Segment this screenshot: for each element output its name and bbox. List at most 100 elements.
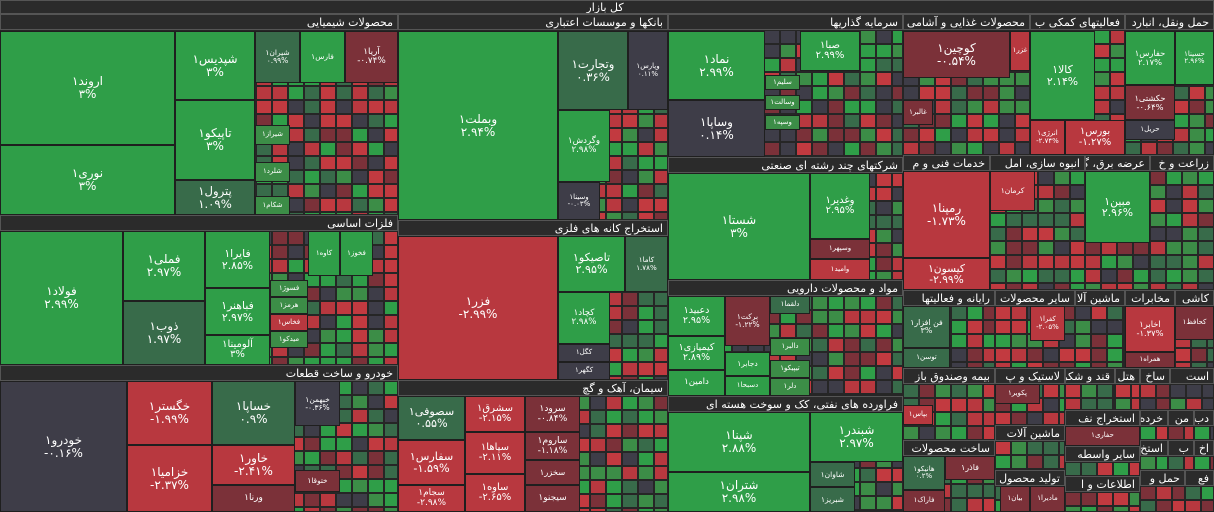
minor-tile [828, 352, 844, 366]
stock-tile: کیسون۱ -۲.۹۹% [903, 258, 990, 290]
stock-change: -۲.۰۵% [1036, 322, 1059, 331]
stock-label: بیان۱ [1007, 494, 1023, 503]
minor-tile [1194, 426, 1210, 440]
minor-tile [384, 423, 398, 437]
stock-tile: فایرا۱ ۲.۸۵% [205, 231, 270, 288]
stock-tile: وسپه۱ [765, 115, 800, 130]
minor-tile [384, 114, 398, 128]
stock-tile: هانیکو۱ ۰.۲% [903, 456, 945, 490]
stock-tile: کاما۱ ۱.۷۸% [625, 236, 668, 292]
minor-tile [384, 198, 398, 212]
minor-tile [1140, 456, 1156, 470]
minor-tile [983, 498, 995, 512]
minor-tile [304, 114, 320, 128]
stock-label: شیراز۱ [262, 130, 283, 139]
minor-tile [1210, 426, 1214, 440]
minor-tile [606, 466, 622, 480]
minor-tile [272, 100, 288, 114]
minor-tile [384, 465, 398, 479]
stock-change: -۰.۰۳% [567, 200, 591, 208]
minor-tile [320, 507, 336, 512]
minor-tile [1091, 306, 1107, 320]
sector-header: استخراج نف [1065, 410, 1140, 426]
minor-tile [654, 508, 668, 512]
minor-tile [1015, 142, 1030, 155]
minor-tile [336, 114, 352, 128]
minor-tile [983, 142, 999, 155]
stock-change: -۱.۲۲% [735, 320, 760, 329]
minor-tile [352, 395, 368, 409]
minor-tile [320, 212, 336, 215]
minor-tile [860, 296, 876, 310]
minor-tile [1075, 348, 1091, 362]
minor-tile [1027, 348, 1043, 362]
stock-tile: پکویر۱ [995, 384, 1040, 404]
minor-tile [1198, 269, 1214, 283]
minor-tile [654, 292, 668, 306]
minor-tile [860, 142, 876, 156]
minor-tile [951, 398, 967, 412]
sector-header: بانکها و موسسات اعتباری [398, 14, 668, 30]
minor-tile [304, 128, 320, 142]
minor-tile [320, 86, 336, 100]
minor-tile [638, 114, 654, 128]
minor-tile [654, 306, 668, 320]
stock-tile: میدکو۱ [270, 331, 308, 348]
minor-tile [951, 484, 967, 498]
stock-label: ذوب۱ [149, 319, 179, 334]
stock-label: شلرد۱ [263, 167, 282, 176]
minor-tile [1011, 320, 1027, 334]
minor-tile [1011, 306, 1027, 320]
stock-change: -۱.۷۳% [927, 213, 966, 228]
minor-tile [1131, 384, 1140, 398]
minor-tile [967, 498, 983, 512]
minor-tile [1085, 255, 1101, 269]
minor-tile [1182, 199, 1198, 213]
minor-tile [860, 128, 876, 142]
minor-tile [368, 156, 384, 170]
stock-label: فسوژ۱ [278, 283, 300, 292]
minor-tile [903, 426, 919, 440]
minor-tile [1065, 492, 1081, 506]
minor-tile [860, 72, 876, 86]
minor-tile [1207, 348, 1214, 362]
sector-header: اخ [1194, 440, 1214, 456]
minor-tile [1054, 213, 1070, 227]
stock-tile: کیمیازی۱ ۲.۸۹% [668, 336, 725, 370]
stock-label: دلقما۱ [780, 300, 800, 309]
minor-tile [1184, 456, 1194, 470]
minor-tile [951, 384, 967, 398]
minor-tile [812, 338, 828, 352]
minor-tile [272, 231, 288, 245]
minor-tile [336, 86, 352, 100]
minor-tile [1054, 171, 1070, 185]
minor-tile [1054, 199, 1070, 213]
minor-tile [1094, 100, 1110, 114]
minor-tile [1198, 283, 1214, 290]
stock-change: ۰.۱۴% [699, 127, 734, 142]
minor-tile [384, 212, 398, 215]
minor-tile [983, 306, 995, 320]
minor-tile [336, 451, 352, 465]
minor-tile [1054, 283, 1070, 290]
minor-tile [860, 496, 876, 510]
stock-tile: ذوب۱ ۱.۹۷% [123, 301, 205, 365]
minor-tile [654, 198, 668, 212]
minor-tile [876, 100, 892, 114]
minor-tile [1038, 213, 1054, 227]
minor-tile [1015, 86, 1030, 100]
minor-tile [876, 324, 892, 338]
stock-change: ۱.۷۸% [636, 263, 657, 272]
minor-tile [320, 315, 336, 329]
minor-tile [1011, 334, 1027, 348]
minor-tile [352, 315, 368, 329]
stock-label: توسن۱ [916, 353, 937, 362]
minor-tile [368, 128, 384, 142]
minor-tile [1027, 455, 1043, 469]
minor-tile [1210, 456, 1214, 470]
minor-tile [1022, 213, 1038, 227]
minor-tile [1043, 412, 1059, 425]
minor-tile [1022, 269, 1038, 283]
stock-tile: بپاس۱ [903, 405, 933, 425]
stock-tile: اخابر۱ -۱.۳۷% [1125, 306, 1175, 352]
